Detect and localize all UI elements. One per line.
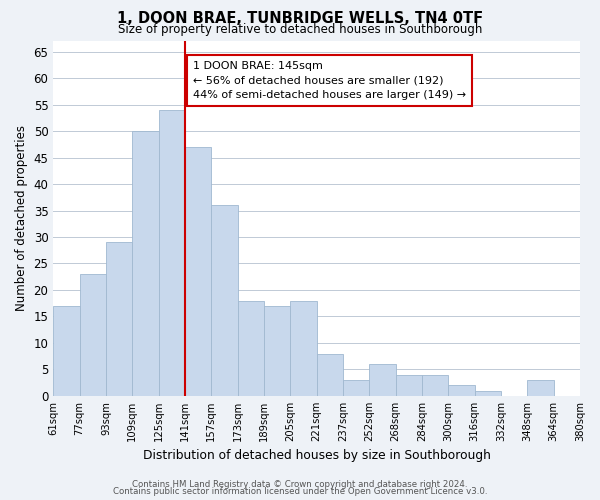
Bar — [527, 380, 554, 396]
Text: Size of property relative to detached houses in Southborough: Size of property relative to detached ho… — [118, 22, 482, 36]
Bar — [158, 110, 185, 396]
X-axis label: Distribution of detached houses by size in Southborough: Distribution of detached houses by size … — [143, 450, 491, 462]
Bar — [370, 364, 395, 396]
Bar — [422, 374, 448, 396]
Bar — [290, 300, 317, 396]
Bar — [80, 274, 106, 396]
Text: 1, DOON BRAE, TUNBRIDGE WELLS, TN4 0TF: 1, DOON BRAE, TUNBRIDGE WELLS, TN4 0TF — [117, 11, 483, 26]
Text: Contains HM Land Registry data © Crown copyright and database right 2024.: Contains HM Land Registry data © Crown c… — [132, 480, 468, 489]
Y-axis label: Number of detached properties: Number of detached properties — [15, 126, 28, 312]
Text: 1 DOON BRAE: 145sqm
← 56% of detached houses are smaller (192)
44% of semi-detac: 1 DOON BRAE: 145sqm ← 56% of detached ho… — [193, 60, 466, 100]
Bar — [238, 300, 264, 396]
Bar — [185, 147, 211, 396]
Bar — [475, 390, 501, 396]
Bar — [53, 306, 80, 396]
Bar — [395, 374, 422, 396]
Bar — [343, 380, 370, 396]
Bar — [448, 386, 475, 396]
Bar — [317, 354, 343, 396]
Bar — [264, 306, 290, 396]
Bar — [106, 242, 132, 396]
Text: Contains public sector information licensed under the Open Government Licence v3: Contains public sector information licen… — [113, 487, 487, 496]
Bar — [211, 205, 238, 396]
Bar — [132, 131, 158, 396]
